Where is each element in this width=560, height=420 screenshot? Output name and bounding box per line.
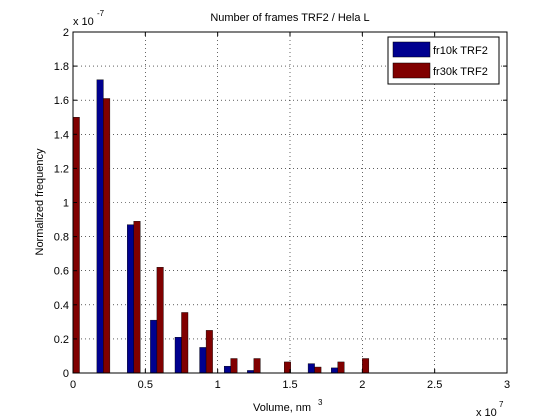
legend-swatch-fr10k [392,41,431,58]
bar-fr10k [150,319,158,374]
x-tick-label: 3 [504,379,510,391]
x-multiplier-base: x 10 [476,407,497,419]
y-tick-label: 0.4 [54,300,69,312]
x-tick-label: 1.5 [282,379,297,391]
y-multiplier: x 10 -7 [73,9,105,28]
y-tick-label: 1.8 [54,61,69,73]
bar-fr10k [331,367,338,374]
y-tick-label: 1.4 [54,129,69,141]
bar-fr10k [96,79,104,374]
legend-label-fr30k: fr30k TRF2 [433,66,488,78]
bar-fr10k [307,363,315,374]
bar-fr30k [337,361,345,374]
bar-fr10k [223,365,231,374]
chart-title: Number of frames TRF2 / Hela L [210,12,369,24]
legend-swatch-fr30k [392,62,431,79]
bar-fr30k [156,267,164,374]
x-tick-label: 0.5 [138,379,153,391]
legend-label-fr10k: fr10k TRF2 [433,45,488,57]
x-axis-label: Volume, nm 3 [253,398,323,414]
x-axis-label-superscript: 3 [318,398,323,407]
bar-fr30k [230,358,238,374]
x-tick-label: 1 [215,379,221,391]
bar-fr30k [133,221,141,374]
bar-fr30k [181,312,189,374]
x-tick-label: 2.5 [427,379,442,391]
y-tick-label: 1 [63,198,69,210]
y-tick-label: 0.8 [54,232,69,244]
y-tick-label: 1.2 [54,163,69,175]
bar-fr10k [199,347,207,374]
y-tick-label: 1.6 [54,95,69,107]
bar-fr30k [205,330,213,374]
ticks: 0 0.5 1 1.5 2 2.5 3 0 0.2 0.4 0.6 0.8 1 1.2 1.4 1.6 1.8 2 [54,27,510,391]
y-multiplier-base: x 10 [73,16,94,28]
bar-fr30k [314,366,322,374]
y-axis-label: Normalized frequency [34,148,46,255]
x-multiplier-exponent: 7 [499,400,504,409]
x-multiplier: x 10 7 [476,400,504,419]
x-axis-label-text: Volume, nm [253,402,311,414]
bar-fr10k [127,224,134,374]
y-multiplier-exponent: -7 [97,9,105,18]
y-tick-label: 2 [63,27,69,39]
bar-fr30k [72,117,80,374]
y-tick-label: 0.6 [54,266,69,278]
y-tick-label: 0 [63,368,69,380]
x-tick-label: 0 [70,379,76,391]
bar-fr30k [103,98,111,374]
bar-fr30k [253,358,261,374]
grid [73,32,507,373]
bar-fr30k [362,358,370,374]
x-tick-label: 2 [359,379,365,391]
bar-fr10k [174,336,182,374]
legend: fr10k TRF2 fr30k TRF2 [387,36,500,85]
y-tick-label: 0.2 [54,334,69,346]
